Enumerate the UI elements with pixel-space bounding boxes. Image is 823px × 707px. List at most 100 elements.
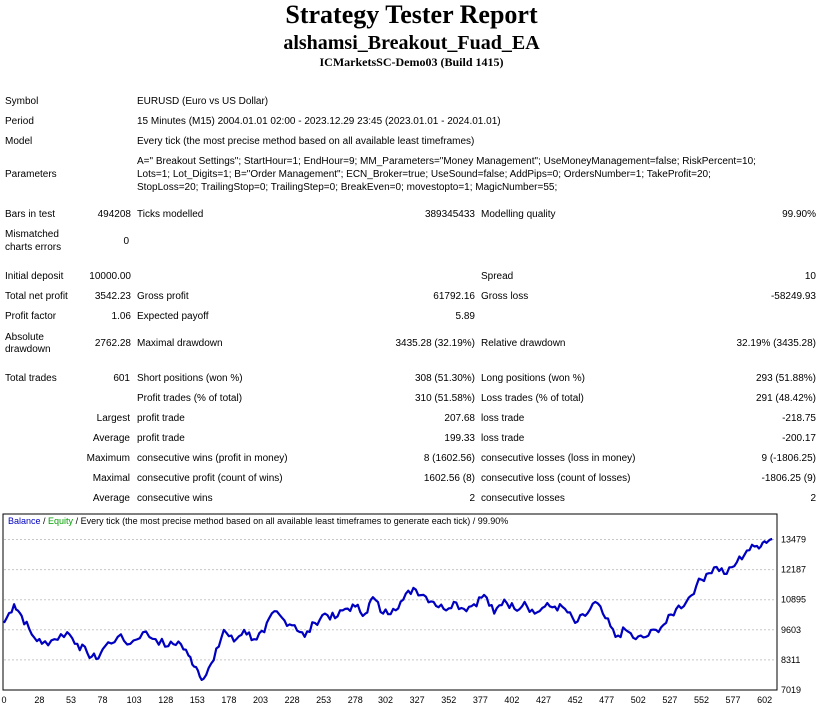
long-positions-label: Long positions (won %) <box>481 373 585 384</box>
maximal-consecutive-loss-label: consecutive loss (count of losses) <box>481 473 631 484</box>
report-title: Strategy Tester Report <box>285 0 538 29</box>
x-tick-label: 377 <box>473 695 488 705</box>
maximal-drawdown-value: 3435.28 (32.19%) <box>395 338 475 349</box>
chart-grid <box>4 538 776 661</box>
expected-payoff-value: 5.89 <box>455 311 475 322</box>
maximal-consecutive-profit-value: 1602.56 (8) <box>423 473 475 484</box>
y-axis-labels: 13479 12187 10895 9603 8311 7019 <box>781 534 806 695</box>
max-consecutive-wins-label: consecutive wins (profit in money) <box>137 453 288 464</box>
max-consecutive-losses-label: consecutive losses (loss in money) <box>481 453 636 464</box>
x-tick-label: 178 <box>221 695 236 705</box>
average-profit-label: profit trade <box>137 433 185 444</box>
long-positions-value: 293 (51.88%) <box>755 373 816 384</box>
absolute-drawdown-label: Absolute <box>5 332 44 343</box>
legend-separator: / <box>41 516 49 526</box>
x-tick-label: 527 <box>662 695 677 705</box>
model-value: Every tick (the most precise method base… <box>137 136 475 147</box>
x-tick-label: 577 <box>726 695 741 705</box>
maximal-drawdown-label: Maximal drawdown <box>137 338 223 349</box>
y-tick-label: 9603 <box>781 625 801 635</box>
legend-equity: Equity <box>48 516 74 526</box>
profit-trades-label: Profit trades (% of total) <box>137 393 243 404</box>
x-tick-label: 228 <box>285 695 300 705</box>
short-positions-value: 308 (51.30%) <box>414 373 475 384</box>
spread-value: 10 <box>804 271 816 282</box>
model-label: Model <box>5 136 33 147</box>
parameters-line: StopLoss=20; TrailingStop=0; TrailingSte… <box>137 182 558 193</box>
bars-label: Bars in test <box>5 209 56 220</box>
net-profit-label: Total net profit <box>5 291 68 302</box>
x-tick-label: 103 <box>127 695 142 705</box>
x-tick-label: 427 <box>536 695 551 705</box>
ticks-value: 389345433 <box>424 209 475 220</box>
mismatch-label: Mismatched <box>5 229 59 240</box>
x-tick-label: 128 <box>158 695 173 705</box>
y-tick-label: 12187 <box>781 565 806 575</box>
x-tick-label: 78 <box>98 695 108 705</box>
largest-loss-value: -218.75 <box>782 413 816 424</box>
mismatch-label: charts errors <box>5 242 62 253</box>
period-label: Period <box>5 116 34 127</box>
max-consecutive-wins-value: 8 (1602.56) <box>423 453 475 464</box>
chart-legend: Balance / Equity / Every tick (the most … <box>8 516 508 526</box>
quality-label: Modelling quality <box>481 209 556 220</box>
x-tick-label: 153 <box>190 695 205 705</box>
parameters-line: A=" Breakout Settings"; StartHour=1; End… <box>137 156 756 167</box>
symbol-value: EURUSD (Euro vs US Dollar) <box>137 96 269 107</box>
maximum-label: Maximum <box>86 453 130 464</box>
legend-description: / Every tick (the most precise method ba… <box>73 516 508 526</box>
largest-label: Largest <box>96 413 130 424</box>
balance-series-line <box>3 537 773 681</box>
ticks-label: Ticks modelled <box>137 209 204 220</box>
x-tick-label: 477 <box>599 695 614 705</box>
average-consecutive-label: Average <box>92 493 130 504</box>
average-consecutive-wins-label: consecutive wins <box>137 493 213 504</box>
average-consecutive-losses-value: 2 <box>810 493 816 504</box>
x-tick-label: 402 <box>504 695 519 705</box>
initial-deposit-value: 10000.00 <box>89 271 131 282</box>
largest-loss-label: loss trade <box>481 413 525 424</box>
gross-loss-label: Gross loss <box>481 291 529 302</box>
total-trades-value: 601 <box>113 373 130 384</box>
quality-value: 99.90% <box>782 209 816 220</box>
gross-profit-value: 61792.16 <box>433 291 475 302</box>
server-build: ICMarketsSC-Demo03 (Build 1415) <box>319 55 504 69</box>
x-axis-labels: 0 28 53 78 103 128 153 178 203 228 253 278 302 327 352… <box>1 695 772 705</box>
absolute-drawdown-value: 2762.28 <box>94 338 131 349</box>
period-value: 15 Minutes (M15) 2004.01.01 02:00 - 2023… <box>137 116 501 127</box>
loss-trades-value: 291 (48.42%) <box>755 393 816 404</box>
parameters-label: Parameters <box>5 169 57 180</box>
average-loss-label: loss trade <box>481 433 525 444</box>
total-trades-label: Total trades <box>5 373 57 384</box>
expected-payoff-label: Expected payoff <box>137 311 209 322</box>
maximal-consecutive-profit-label: consecutive profit (count of wins) <box>137 473 283 484</box>
x-tick-label: 327 <box>410 695 425 705</box>
y-tick-label: 7019 <box>781 685 801 695</box>
max-consecutive-losses-value: 9 (-1806.25) <box>761 453 816 464</box>
x-tick-label: 602 <box>757 695 772 705</box>
chart-border <box>2 513 778 691</box>
maximal-consecutive-loss-value: -1806.25 (9) <box>761 473 816 484</box>
expert-name: alshamsi_Breakout_Fuad_EA <box>283 32 540 54</box>
x-tick-label: 203 <box>253 695 268 705</box>
y-tick-label: 10895 <box>781 595 806 605</box>
relative-drawdown-value: 32.19% (3435.28) <box>736 338 816 349</box>
loss-trades-label: Loss trades (% of total) <box>481 393 584 404</box>
average-loss-value: -200.17 <box>782 433 816 444</box>
relative-drawdown-label: Relative drawdown <box>481 338 566 349</box>
parameters-line: Lots=1; Lot_Digits=1; B="Order Managemen… <box>137 169 711 180</box>
largest-profit-value: 207.68 <box>444 413 475 424</box>
average-label: Average <box>92 433 130 444</box>
x-tick-label: 502 <box>631 695 646 705</box>
x-tick-label: 253 <box>316 695 331 705</box>
gross-loss-value: -58249.93 <box>770 291 816 302</box>
maximal-label: Maximal <box>92 473 130 484</box>
largest-profit-label: profit trade <box>137 413 185 424</box>
balance-chart: Balance / Equity / Every tick (the most … <box>1 513 806 705</box>
average-consecutive-losses-label: consecutive losses <box>481 493 565 504</box>
x-tick-label: 53 <box>66 695 76 705</box>
profit-trades-value: 310 (51.58%) <box>414 393 475 404</box>
x-tick-label: 278 <box>348 695 363 705</box>
gross-profit-label: Gross profit <box>137 291 189 302</box>
x-tick-label: 452 <box>568 695 583 705</box>
